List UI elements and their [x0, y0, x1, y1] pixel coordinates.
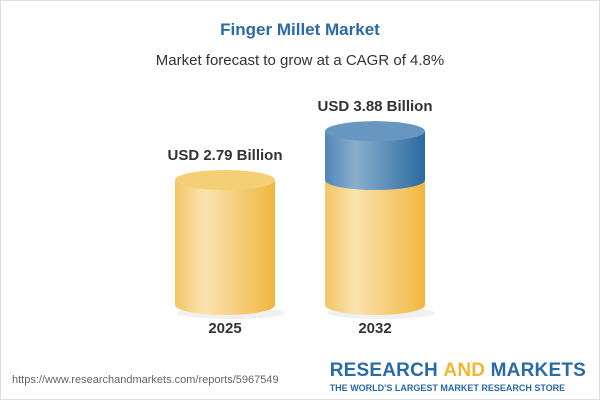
- research-and-markets-logo: RESEARCH AND MARKETS THE WORLD'S LARGEST…: [329, 360, 586, 393]
- data-label: USD 2.79 Billion: [167, 147, 282, 164]
- bar-2025-top: [175, 170, 275, 191]
- bar-2032-base-body: [325, 180, 425, 315]
- data-label: USD 3.88 Billion: [317, 98, 432, 115]
- bar-2032-growth-top: [325, 121, 425, 142]
- category-label: 2032: [358, 320, 391, 337]
- category-label: 2025: [208, 320, 241, 337]
- chart-title: Finger Millet Market: [220, 20, 380, 39]
- bar-2032-growth-body: [325, 131, 425, 191]
- chart-subtitle: Market forecast to grow at a CAGR of 4.8…: [155, 52, 445, 69]
- bar-2025-body: [175, 180, 275, 315]
- source-url[interactable]: https://www.researchandmarkets.com/repor…: [12, 374, 279, 386]
